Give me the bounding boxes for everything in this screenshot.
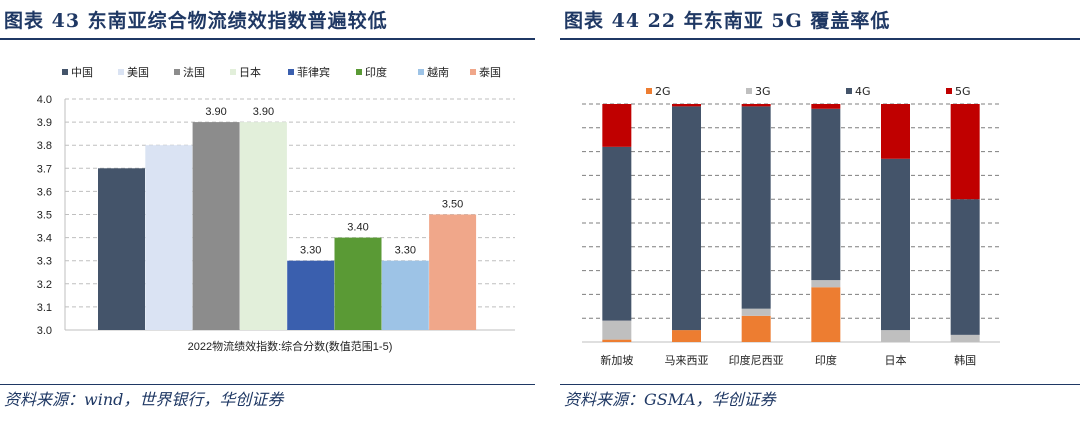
legend-swatch xyxy=(946,88,952,94)
bar-segment-5g xyxy=(950,104,980,200)
legend-label: 4G xyxy=(855,85,871,98)
y-tick-label: 3.6 xyxy=(37,186,52,198)
bar-segment-4g xyxy=(811,108,841,281)
y-tick-label: 3.8 xyxy=(37,140,52,152)
legend-swatch xyxy=(62,69,68,75)
x-tick-label: 日本 xyxy=(885,353,907,367)
bar xyxy=(98,168,145,330)
bar-segment-3g xyxy=(602,320,632,340)
bar xyxy=(287,260,335,330)
bar-segment-2g xyxy=(672,330,701,342)
source-rule xyxy=(0,384,535,385)
legend-label: 法国 xyxy=(183,65,205,79)
title-rule xyxy=(560,38,1080,40)
bar-segment-3g xyxy=(881,330,910,342)
y-tick-label: 3.5 xyxy=(37,210,52,222)
x-tick-label: 印度尼西亚 xyxy=(729,353,784,367)
figure-43-title: 图表 43 东南亚综合物流绩效指数普遍较低 xyxy=(4,10,388,32)
data-label: 3.50 xyxy=(442,199,463,211)
bar xyxy=(381,260,429,330)
bar-segment-3g xyxy=(741,308,771,316)
bar-segment-3g xyxy=(811,280,841,288)
x-tick-label: 马来西亚 xyxy=(665,354,709,367)
x-axis-title: 2022物流绩效指数:综合分数(数值范围1-5) xyxy=(188,339,393,353)
legend-swatch xyxy=(174,69,180,75)
legend-swatch xyxy=(118,69,124,75)
y-tick-label: 3.1 xyxy=(37,302,52,314)
legend-label: 印度 xyxy=(365,65,387,79)
legend-swatch xyxy=(646,88,652,94)
legend-label: 日本 xyxy=(239,65,261,79)
bar-segment-5g xyxy=(881,104,910,159)
figure-43-source: 资料来源：wind，世界银行，华创证券 xyxy=(4,390,284,409)
bar-segment-4g xyxy=(950,199,980,335)
bar-segment-4g xyxy=(741,106,771,309)
legend-label: 美国 xyxy=(127,66,149,79)
y-tick-label: 3.0 xyxy=(37,325,52,337)
left-figure-panel: 图表 43 东南亚综合物流绩效指数普遍较低 中国 美国 法国 日本 菲律宾 印度 越南 泰国 3… xyxy=(0,0,535,434)
bar-segment-4g xyxy=(672,106,701,331)
source-rule xyxy=(560,384,1080,385)
legend-label: 3G xyxy=(755,85,771,98)
legend-swatch xyxy=(356,69,362,75)
y-tick-label: 3.7 xyxy=(37,163,52,175)
bar-segment-3g xyxy=(950,334,980,342)
bar-segment-2g xyxy=(741,315,771,342)
bar-segment-2g xyxy=(811,287,841,342)
x-tick-label: 韩国 xyxy=(954,353,976,367)
legend-label: 越南 xyxy=(427,65,449,79)
data-label: 3.30 xyxy=(395,245,416,257)
data-label: 3.30 xyxy=(300,245,321,257)
bar xyxy=(429,214,477,330)
figure-44-source: 资料来源：GSMA，华创证券 xyxy=(564,390,776,409)
legend-swatch xyxy=(470,69,476,75)
bar xyxy=(239,122,287,330)
bar-segment-2g xyxy=(602,339,632,342)
y-tick-label: 3.2 xyxy=(37,279,52,291)
legend-label: 菲律宾 xyxy=(297,65,330,79)
bar xyxy=(192,122,240,330)
bar-segment-4g xyxy=(881,158,910,331)
x-tick-label: 印度 xyxy=(815,353,837,367)
legend-label: 中国 xyxy=(71,66,93,79)
y-tick-label: 3.3 xyxy=(37,256,52,268)
data-label: 3.90 xyxy=(205,106,226,118)
bar-segment-5g xyxy=(602,104,632,147)
bar xyxy=(145,145,193,330)
legend-swatch xyxy=(230,69,236,75)
x-tick-label: 新加坡 xyxy=(600,353,633,367)
bar-segment-5g xyxy=(811,104,841,109)
y-tick-label: 3.4 xyxy=(37,233,52,245)
right-figure-panel: 图表 44 22 年东南亚 5G 覆盖率低 2G 3G 4G 5G 新加坡 马来西亚 印度尼… xyxy=(560,0,1080,434)
network-coverage-stacked-chart: 2G 3G 4G 5G 新加坡 马来西亚 印度尼西亚 印度 日本 韩国 xyxy=(582,85,1000,367)
logistics-index-bar-chart: 中国 美国 法国 日本 菲律宾 印度 越南 泰国 3.0 3.1 3.2 3.3 3.4 3.5 3.6 3.… xyxy=(37,65,515,353)
y-tick-label: 4.0 xyxy=(37,94,52,106)
data-label: 3.90 xyxy=(253,106,274,118)
figure-44-title: 图表 44 22 年东南亚 5G 覆盖率低 xyxy=(564,10,891,32)
legend-label: 2G xyxy=(655,85,671,98)
bar xyxy=(334,237,382,330)
bar-segment-5g xyxy=(741,104,771,107)
legend-swatch xyxy=(288,69,294,75)
bar-segment-4g xyxy=(602,146,632,321)
legend-swatch xyxy=(746,88,752,94)
legend-swatch xyxy=(418,69,424,75)
data-label: 3.40 xyxy=(347,222,368,234)
title-rule xyxy=(0,38,535,40)
legend-label: 5G xyxy=(955,85,971,98)
bar-segment-5g xyxy=(672,104,701,107)
y-tick-label: 3.9 xyxy=(37,117,52,129)
legend-swatch xyxy=(846,88,852,94)
legend-label: 泰国 xyxy=(479,65,501,79)
